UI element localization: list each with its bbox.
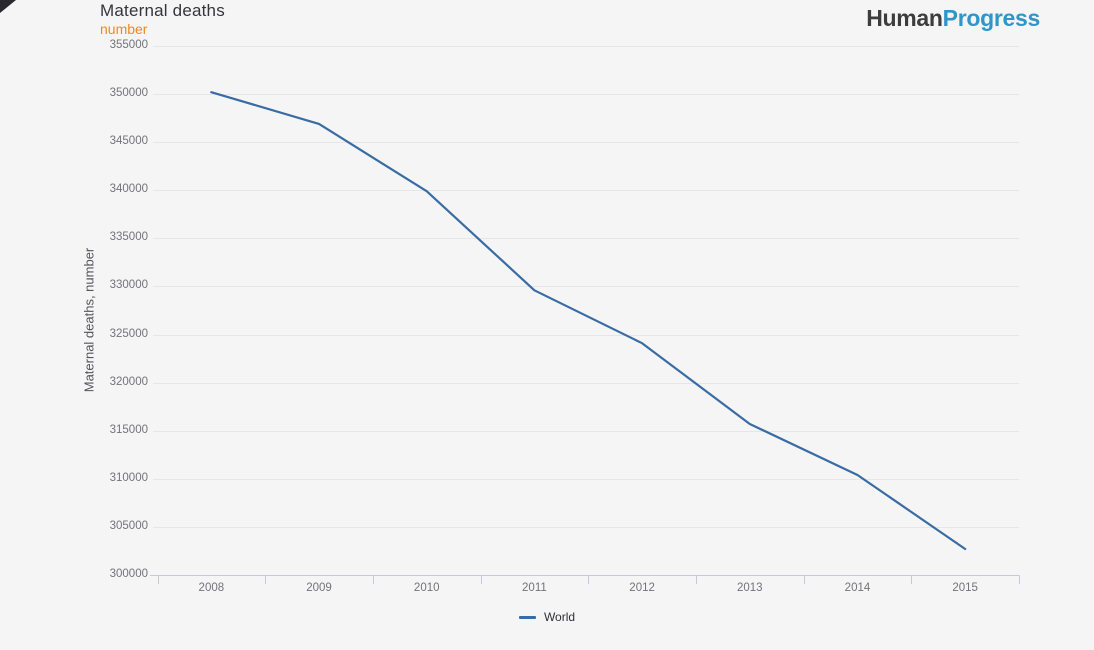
y-tick-label: 315000 xyxy=(109,423,148,436)
y-tick-label: 350000 xyxy=(109,87,148,100)
x-tick-label: 2015 xyxy=(952,582,978,594)
x-tick-label: 2012 xyxy=(629,582,655,594)
legend-line-swatch xyxy=(518,615,536,619)
y-tick-label: 335000 xyxy=(109,231,148,244)
y-tick-label: 305000 xyxy=(109,519,148,532)
x-tick-label: 2013 xyxy=(736,582,763,594)
y-tick-label: 330000 xyxy=(109,279,148,292)
x-tick-label: 2011 xyxy=(522,582,547,594)
world-series-line xyxy=(210,91,967,551)
x-tick-label: 2014 xyxy=(844,582,871,594)
y-tick-label: 355000 xyxy=(109,39,148,51)
y-tick-label: 345000 xyxy=(109,135,148,148)
y-tick-label: 340000 xyxy=(109,183,148,196)
x-tick-label: 2010 xyxy=(413,582,440,594)
logo-text-progress: Progress xyxy=(942,5,1041,31)
logo-text-human: Human xyxy=(866,5,943,31)
legend-label: World xyxy=(543,610,576,624)
humanprogress-logo: HumanProgress xyxy=(866,5,1040,32)
corner-mark xyxy=(0,0,16,13)
y-tick-label: 300000 xyxy=(109,568,148,580)
legend-item-world[interactable]: World xyxy=(518,610,576,624)
chart-title: Maternal deaths xyxy=(100,1,225,20)
y-tick-label: 325000 xyxy=(109,327,148,340)
y-tick-label: 310000 xyxy=(109,471,148,484)
chart-subtitle: number xyxy=(100,21,148,37)
legend: World xyxy=(0,610,1094,624)
x-tick-label: 2008 xyxy=(198,582,225,594)
x-tick-label: 2009 xyxy=(306,582,332,594)
y-tick-label: 320000 xyxy=(109,375,148,388)
